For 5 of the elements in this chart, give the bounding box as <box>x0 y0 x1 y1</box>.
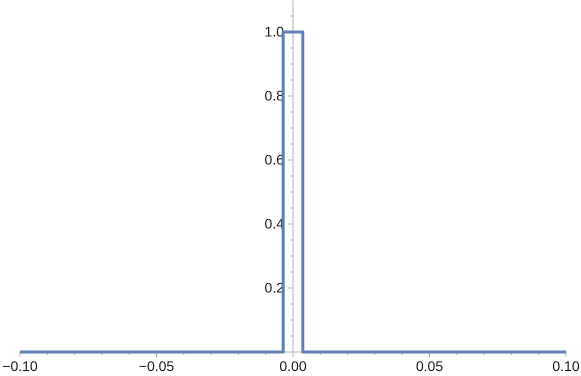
x-tick-label: −0.10 <box>2 358 38 374</box>
x-tick-label: −0.05 <box>138 358 174 374</box>
x-tick-label: 0.00 <box>279 358 307 374</box>
x-tick-label: 0.05 <box>416 358 444 374</box>
x-tick-label: 0.10 <box>552 358 580 374</box>
